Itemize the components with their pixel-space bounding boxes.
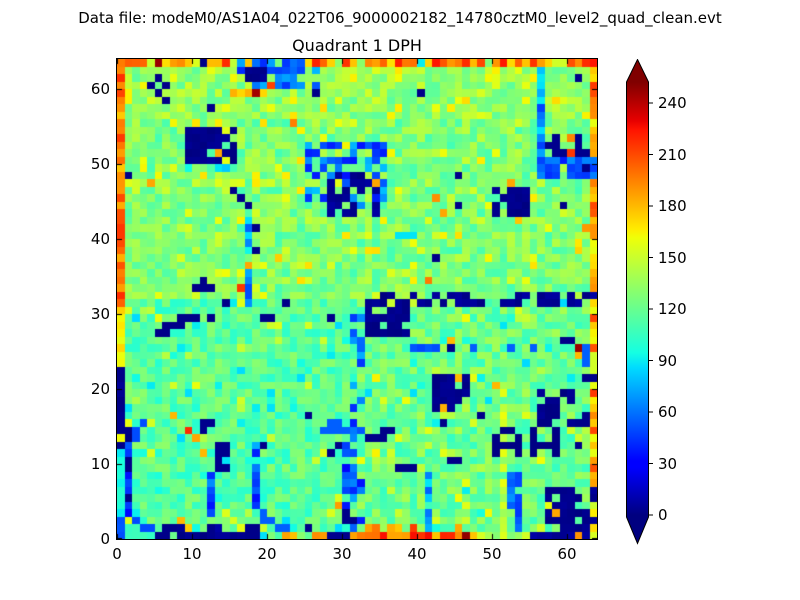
colorbar-tick-label: 90 [658,351,678,370]
y-axis-tick-label: 10 [90,455,110,473]
colorbar-tick-label: 0 [658,506,668,524]
x-axis-tick-label: 30 [332,545,352,563]
colorbar-tick-label: 180 [658,197,687,215]
y-axis-tick-label: 30 [90,305,110,323]
y-axis-tick-label: 60 [90,80,110,98]
y-axis-tick-label: 40 [90,230,110,248]
x-axis-tick-label: 0 [112,545,122,563]
x-axis-tick-label: 50 [482,545,502,563]
x-axis-tick-label: 10 [182,545,202,563]
x-axis-tick-label: 40 [407,545,427,563]
datafile-text: Data file: modeM0/AS1A04_022T06_90000021… [78,9,722,27]
heatmap-canvas [117,59,597,539]
colorbar-gradient [626,59,649,545]
colorbar [626,59,653,545]
y-axis-tick-label: 50 [90,155,110,173]
colorbar-tick-label: 150 [658,248,687,267]
y-axis-tick-label: 20 [90,380,110,398]
colorbar-tick-label: 120 [658,300,687,318]
x-axis-tick-label: 20 [257,545,277,563]
x-axis-tick-label: 60 [557,545,577,563]
colorbar-tick-label: 30 [658,454,678,473]
colorbar-tick-label: 210 [658,145,687,164]
heatmap-plot [116,58,598,540]
plot-title: Quadrant 1 DPH [292,36,422,55]
colorbar-tick-label: 240 [658,94,687,112]
colorbar-tick-label: 60 [658,403,678,421]
y-axis-tick-label: 0 [100,530,110,548]
